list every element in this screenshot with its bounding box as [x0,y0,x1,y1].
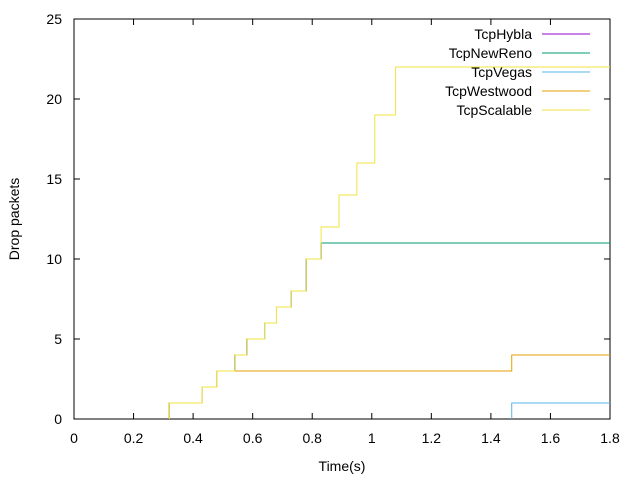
series-line-tcpnewreno [168,242,610,419]
x-axis-label: Time(s) [319,458,366,474]
x-tick-label-7: 1.4 [481,430,501,446]
y-tick-label-1: 5 [54,331,62,347]
y-tick-label-2: 10 [46,251,62,267]
series-layer [168,66,610,419]
legend-label-tcpwestwood: TcpWestwood [445,83,532,99]
x-tick-label-8: 1.6 [541,430,561,446]
x-tick-label-0: 0 [70,430,78,446]
axis-ticks: 0 0.2 0.4 0.6 0.8 1 1.2 1.4 1.6 1.8 0 5 10 15 20 25 [46,11,620,446]
legend-label-tcpnewreno: TcpNewReno [449,45,532,61]
x-tick-label-4: 0.8 [302,430,322,446]
y-tick-label-5: 25 [46,11,62,27]
x-tick-label-3: 0.6 [243,430,263,446]
y-axis-label: Drop packets [6,178,22,260]
x-tick-label-5: 1 [368,430,376,446]
series-line-tcpscalable [168,66,610,419]
x-tick-label-9: 1.8 [600,430,620,446]
legend-label-tcpvegas: TcpVegas [471,64,532,80]
x-tick-label-1: 0.2 [124,430,144,446]
legend-label-tcpscalable: TcpScalable [457,102,533,118]
legend-label-tcphybla: TcpHybla [474,26,532,42]
series-line-tcpwestwood [168,354,610,419]
legend: TcpHybla TcpNewReno TcpVegas TcpWestwood Tcp… [445,26,590,118]
x-tick-label-2: 0.4 [183,430,203,446]
plot-frame [73,18,611,420]
y-tick-label-3: 15 [46,171,62,187]
series-line-tcphybla [168,242,610,419]
x-tick-label-6: 1.2 [422,430,442,446]
y-tick-label-4: 20 [46,91,62,107]
series-line-tcpvegas [511,402,610,419]
y-tick-label-0: 0 [54,411,62,427]
